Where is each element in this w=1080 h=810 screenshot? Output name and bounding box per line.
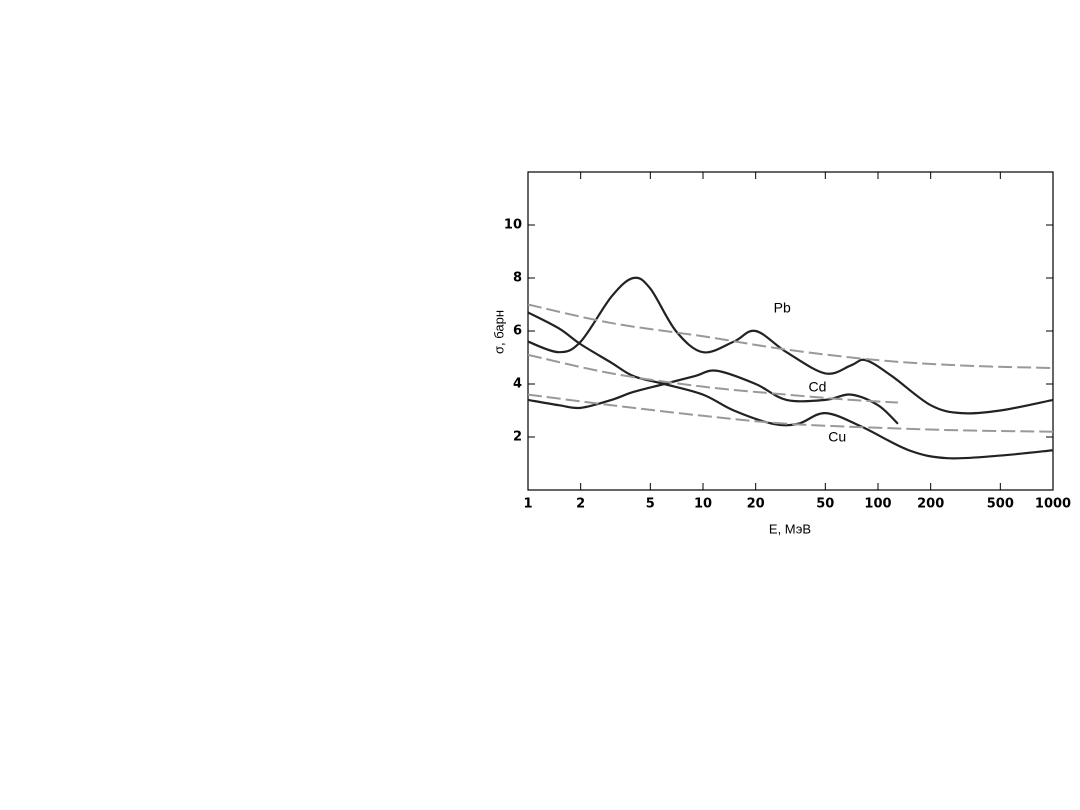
x-tick-label: 50 (816, 497, 834, 512)
x-axis-label: E, МэВ (769, 521, 811, 536)
x-tick-label: 1 (523, 497, 532, 512)
x-tick-label: 500 (987, 497, 1014, 512)
y-tick-label: 4 (513, 377, 522, 392)
y-tick-label: 8 (513, 271, 522, 286)
x-tick-label: 200 (917, 497, 944, 512)
series-label: Cd (808, 379, 826, 395)
x-tick-label: 2 (576, 497, 585, 512)
data-line (527, 311, 1054, 460)
y-tick-label: 6 (513, 324, 522, 339)
data-line (527, 276, 1054, 415)
x-tick-label: 100 (864, 497, 891, 512)
y-tick-label: 10 (504, 218, 522, 233)
series-label: Pb (774, 300, 791, 316)
y-tick-label: 2 (513, 430, 522, 445)
series-label: Cu (828, 428, 846, 444)
y-axis-label: σ, барн (491, 310, 506, 354)
x-tick-label: 20 (747, 497, 765, 512)
plot-frame (527, 171, 1054, 491)
trend-line (527, 353, 898, 404)
data-line (527, 369, 899, 425)
x-tick-label: 10 (694, 497, 712, 512)
trend-line (527, 303, 1054, 370)
x-tick-label: 5 (646, 497, 655, 512)
trend-line (527, 393, 1054, 433)
x-tick-label: 1000 (1035, 497, 1071, 512)
